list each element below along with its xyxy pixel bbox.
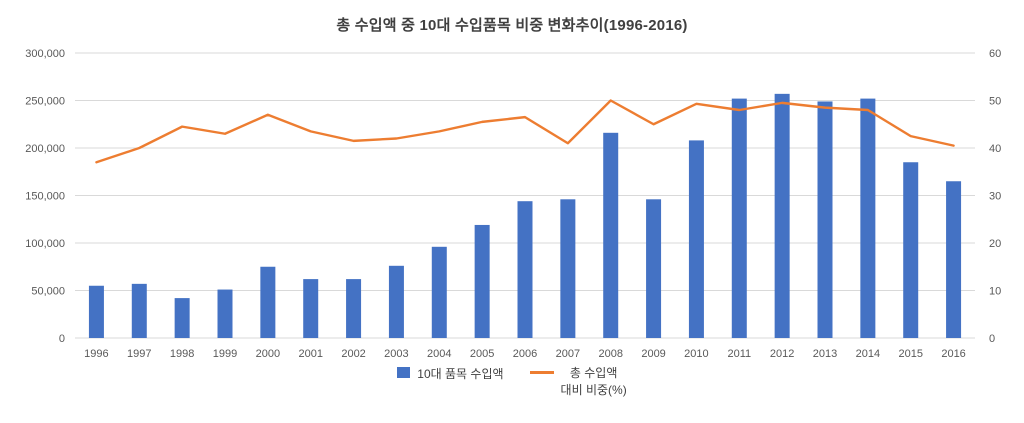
svg-text:1998: 1998	[170, 348, 194, 360]
svg-text:2000: 2000	[256, 348, 280, 360]
svg-text:50: 50	[989, 96, 1001, 108]
bar-series-swatch-icon	[397, 367, 411, 378]
svg-text:2013: 2013	[813, 348, 837, 360]
svg-text:2009: 2009	[641, 348, 665, 360]
svg-text:0: 0	[59, 333, 65, 345]
svg-text:150,000: 150,000	[25, 191, 65, 203]
svg-text:2016: 2016	[941, 348, 965, 360]
svg-text:2014: 2014	[856, 348, 880, 360]
svg-text:1996: 1996	[84, 348, 108, 360]
svg-text:0: 0	[989, 333, 995, 345]
line-series-label: 총 수입액 대비 비중(%)	[561, 365, 627, 400]
line-series-label-line1: 총 수입액	[569, 366, 618, 380]
svg-text:2004: 2004	[427, 348, 451, 360]
svg-text:50,000: 50,000	[31, 286, 65, 298]
chart-legend: 10대 품목 수입액 총 수입액 대비 비중(%)	[0, 365, 1024, 400]
svg-text:2002: 2002	[341, 348, 365, 360]
svg-text:200,000: 200,000	[25, 143, 65, 155]
legend-item-line-series: 총 수입액 대비 비중(%)	[529, 365, 627, 400]
svg-text:2012: 2012	[770, 348, 794, 360]
svg-text:1999: 1999	[213, 348, 237, 360]
line-series-label-line2: 대비 비중(%)	[560, 383, 627, 398]
svg-text:40: 40	[989, 143, 1001, 155]
chart-title: 총 수입액 중 10대 수입품목 비중 변화추이(1996-2016)	[336, 17, 688, 34]
svg-text:2005: 2005	[470, 348, 494, 360]
chart-plot-area: 0 50,000 100,000 150,000 200,000 250,000 300,0…	[25, 48, 1001, 360]
svg-text:30: 30	[989, 191, 1001, 203]
svg-text:2001: 2001	[298, 348, 322, 360]
svg-text:2011: 2011	[727, 348, 751, 360]
svg-text:20: 20	[989, 238, 1001, 250]
svg-text:1997: 1997	[127, 348, 151, 360]
svg-text:60: 60	[989, 48, 1001, 60]
svg-text:250,000: 250,000	[25, 96, 65, 108]
svg-text:2008: 2008	[598, 348, 622, 360]
svg-text:2003: 2003	[384, 348, 408, 360]
svg-text:300,000: 300,000	[25, 48, 65, 60]
svg-text:2007: 2007	[556, 348, 580, 360]
svg-text:10: 10	[989, 286, 1001, 298]
svg-text:2015: 2015	[898, 348, 922, 360]
svg-text:2010: 2010	[684, 348, 708, 360]
svg-text:2006: 2006	[513, 348, 537, 360]
legend-item-bar-series: 10대 품목 수입액	[397, 365, 504, 382]
line-series-swatch-icon	[529, 371, 554, 374]
svg-text:100,000: 100,000	[25, 238, 65, 250]
bar-series-label: 10대 품목 수입액	[417, 367, 504, 381]
